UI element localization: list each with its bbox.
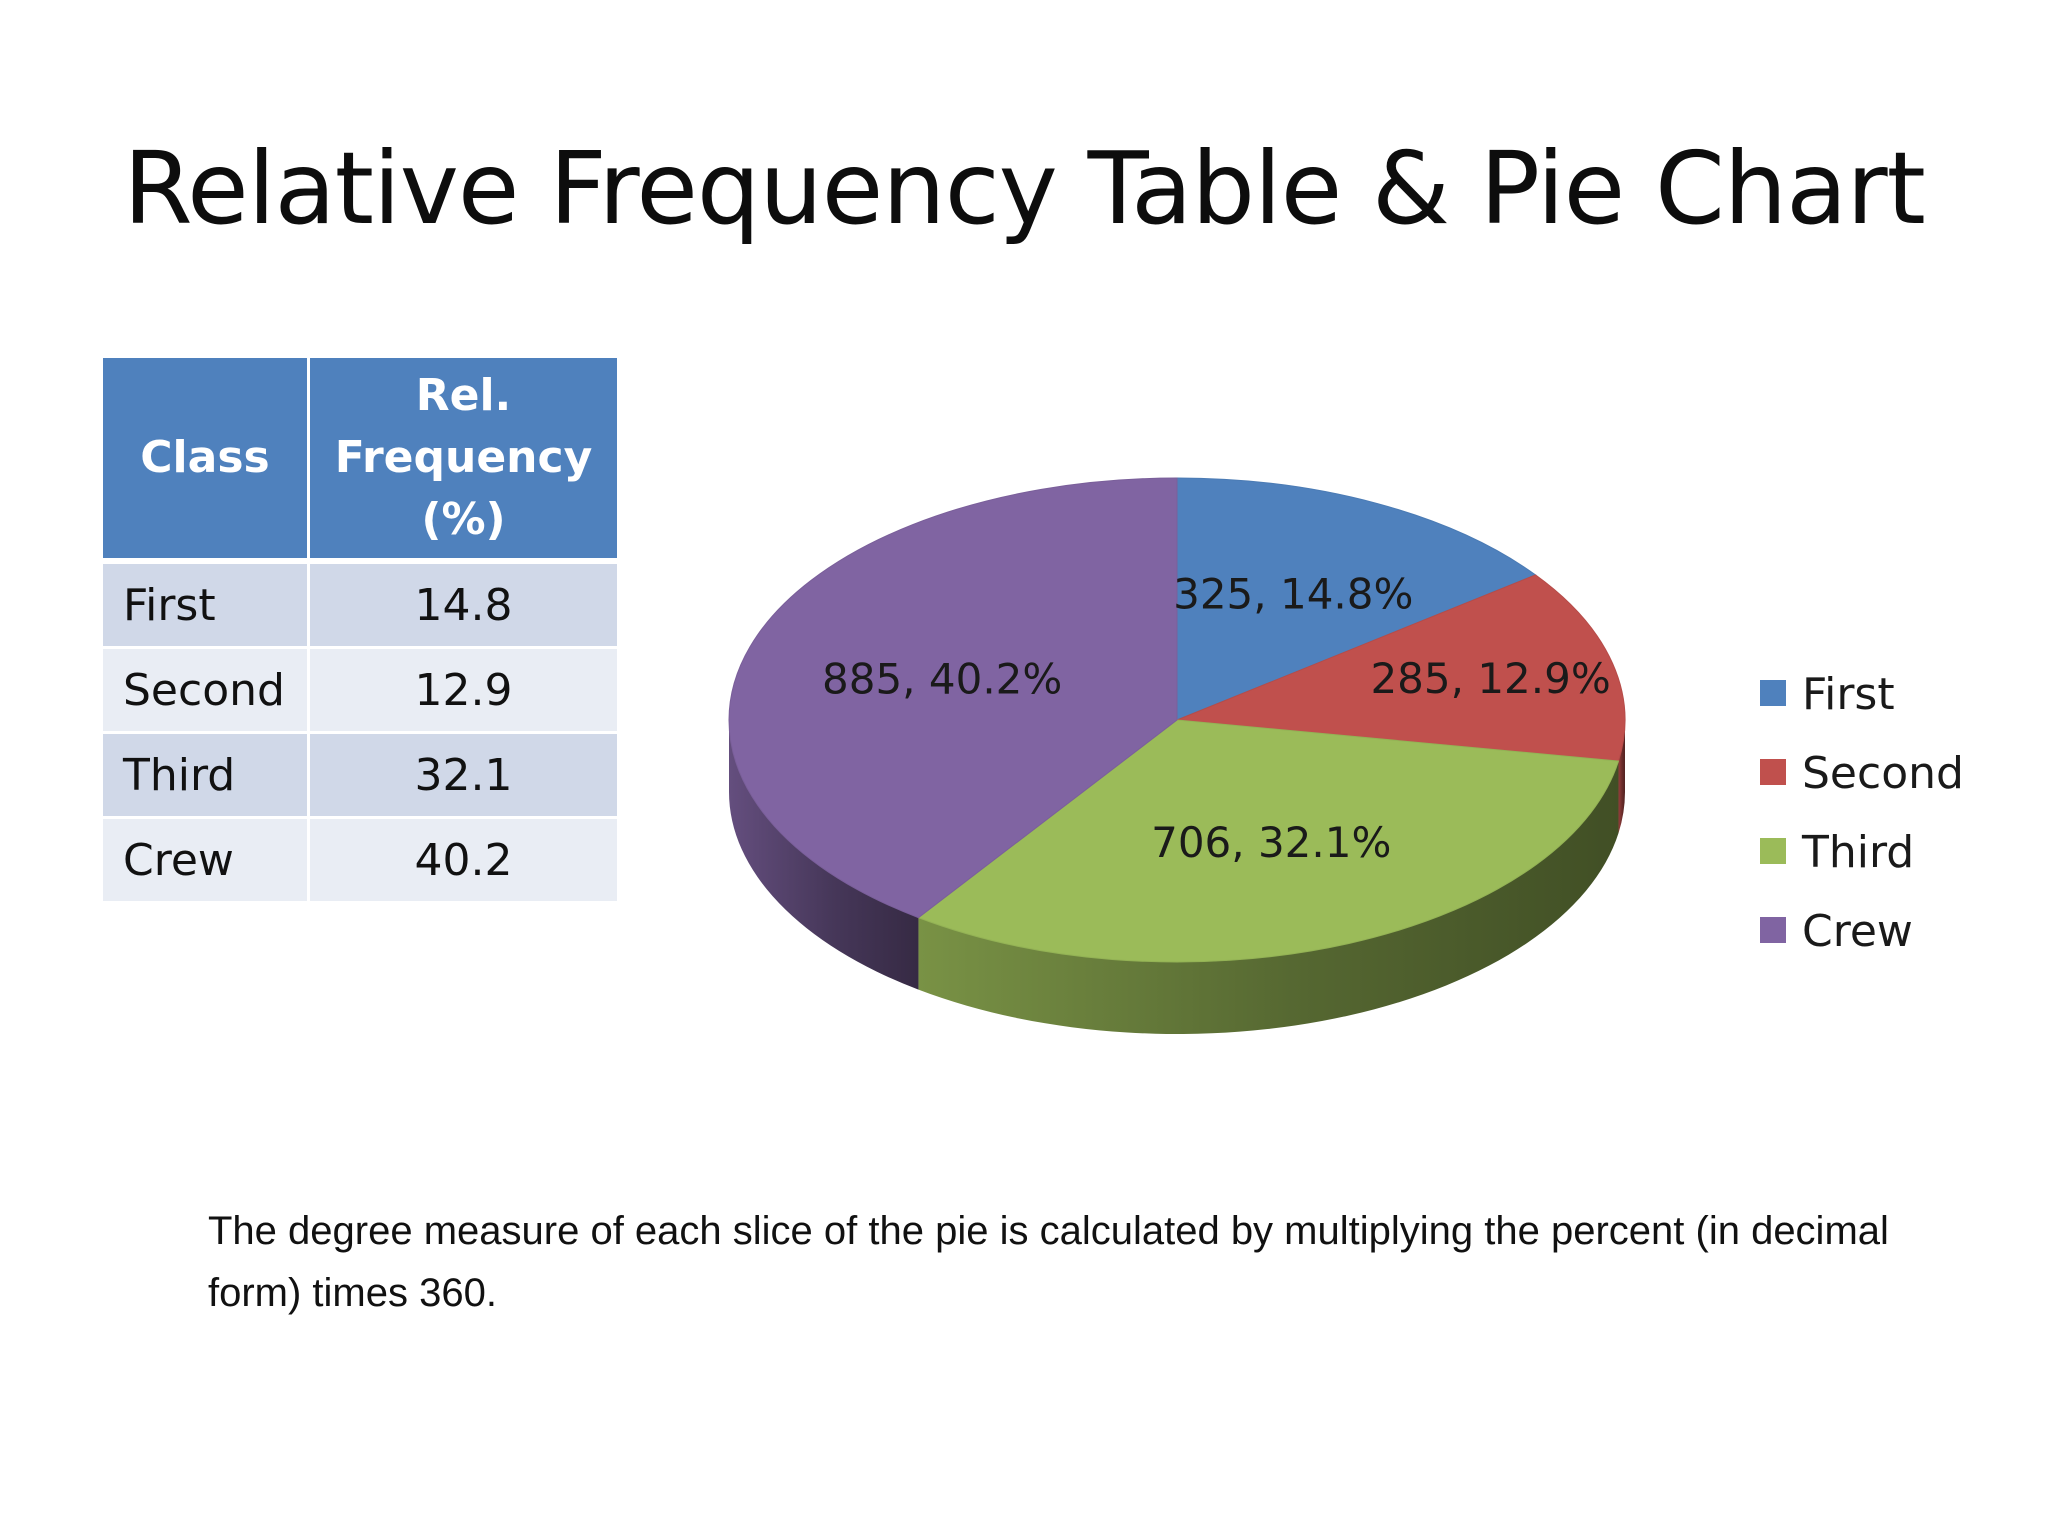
table-row: Third 32.1	[103, 734, 617, 819]
pie-slice-side-second	[1618, 720, 1625, 834]
data-label-first: 325, 14.8%	[1173, 569, 1413, 618]
class-cell: Third	[103, 734, 310, 819]
legend-swatch-third	[1760, 838, 1786, 864]
relative-frequency-table: Class Rel. Frequency (%) First 14.8 Seco…	[103, 358, 617, 904]
pie-slice-crew	[728, 477, 1178, 919]
rel-frequency-cell: 12.9	[310, 649, 617, 734]
pie-slice-side-crew	[729, 720, 919, 990]
legend-swatch-crew	[1760, 917, 1786, 943]
class-cell: Second	[103, 649, 310, 734]
legend-label-crew: Crew	[1802, 906, 1913, 957]
footnote: The degree measure of each slice of the …	[208, 1209, 1889, 1315]
legend-swatch-first	[1760, 680, 1786, 706]
rel-frequency-cell: 32.1	[310, 734, 617, 819]
data-label-third: 706, 32.1%	[1151, 818, 1391, 867]
pie-slice-first	[1176, 477, 1537, 721]
data-label-crew: 885, 40.2%	[822, 655, 1062, 704]
legend-swatch-second	[1760, 759, 1786, 785]
pie-slice-third	[917, 719, 1620, 963]
table-row: First 14.8	[103, 564, 617, 649]
legend-label-first: First	[1802, 669, 1895, 720]
table-row: Crew 40.2	[103, 819, 617, 904]
data-label-second: 285, 12.9%	[1370, 654, 1610, 703]
table-row: Second 12.9	[103, 649, 617, 734]
header-rel-frequency: Rel. Frequency (%)	[310, 358, 617, 564]
class-cell: First	[103, 564, 310, 649]
legend-label-third: Third	[1801, 827, 1914, 878]
pie-slice-side-third	[918, 761, 1619, 1034]
legend-label-second: Second	[1802, 748, 1964, 799]
table-header-row: Class Rel. Frequency (%)	[103, 358, 617, 564]
rel-frequency-cell: 14.8	[310, 564, 617, 649]
slide-title: Relative Frequency Table & Pie Chart	[123, 130, 1926, 247]
class-cell: Crew	[103, 819, 310, 904]
rel-frequency-cell: 40.2	[310, 819, 617, 904]
header-class: Class	[103, 358, 310, 564]
pie-slice-second	[1176, 574, 1626, 762]
